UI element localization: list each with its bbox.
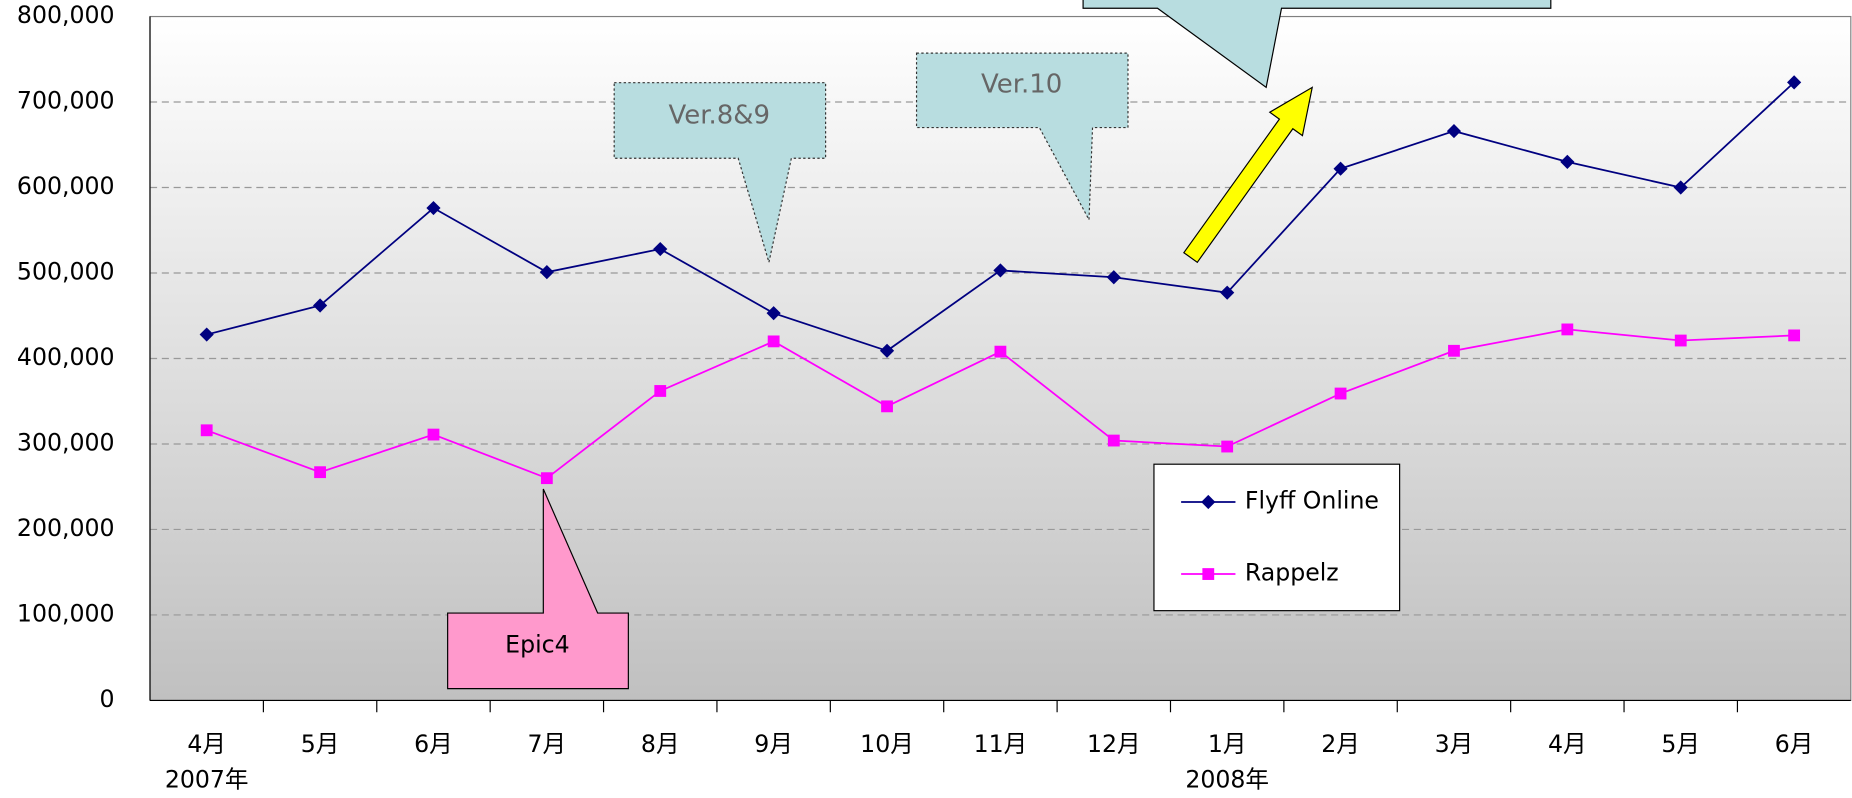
point	[1448, 344, 1460, 357]
x-tick-label: 1月	[1208, 730, 1247, 758]
point	[540, 472, 553, 485]
x-group-label: 2008年	[1185, 765, 1269, 793]
x-tick-label: 11月	[974, 730, 1028, 758]
point	[312, 298, 328, 313]
callout-text: Ver.8&9	[669, 100, 771, 130]
point	[314, 466, 326, 479]
point	[1220, 285, 1235, 300]
callout	[613, 82, 827, 263]
y-tick-label: 800,000	[17, 1, 115, 29]
point	[1788, 329, 1801, 342]
annotations: Ver.8&9 Ver.10 Epic4	[447, 0, 1552, 690]
legend-label: Flyff Online	[1245, 486, 1379, 514]
callout	[1082, 0, 1552, 89]
x-tick-label: 6月	[414, 730, 453, 758]
legend-box	[1153, 463, 1401, 612]
point	[1221, 440, 1234, 453]
point	[1673, 180, 1688, 195]
y-tick-label: 700,000	[17, 87, 115, 115]
x-tick-label: 5月	[1661, 730, 1700, 758]
x-tick-label: 2月	[1321, 730, 1360, 758]
x-tick-label: 4月	[187, 730, 226, 758]
x-tick-label: 3月	[1435, 730, 1474, 758]
point	[1201, 494, 1216, 510]
point	[426, 200, 441, 216]
point	[1560, 154, 1575, 169]
point	[653, 241, 668, 257]
point	[427, 428, 440, 441]
point	[1334, 387, 1347, 400]
point	[994, 345, 1007, 358]
y-tick-label: 600,000	[17, 172, 115, 200]
legend-label: Rappelz	[1245, 559, 1339, 587]
point	[200, 424, 213, 437]
y-tick-label: 200,000	[17, 514, 115, 542]
y-tick-label: 100,000	[17, 599, 115, 627]
x-tick-label: 9月	[754, 730, 793, 758]
y-tick-label: 300,000	[17, 428, 115, 456]
point	[1202, 568, 1215, 580]
y-tick-label: 0	[100, 685, 115, 713]
x-tick-label: 12月	[1087, 730, 1141, 758]
point	[1107, 434, 1120, 447]
y-tick-label: 500,000	[17, 257, 115, 285]
x-tick-label: 8月	[641, 730, 680, 758]
x-tick-label: 4月	[1548, 730, 1587, 758]
point	[1446, 124, 1462, 139]
callout	[915, 52, 1129, 222]
x-tick-label: 6月	[1775, 730, 1814, 758]
x-tick-label: 5月	[301, 730, 340, 758]
x-group-label: 2007年	[165, 765, 249, 793]
point	[767, 335, 780, 348]
callout-text: Ver.10	[981, 70, 1062, 100]
x-tick-label: 7月	[528, 730, 567, 758]
point	[1674, 334, 1687, 347]
y-tick-label: 400,000	[17, 343, 115, 371]
point	[1561, 323, 1574, 336]
x-tick-label: 10月	[860, 730, 914, 758]
point	[654, 385, 667, 397]
callout-text: Epic4	[505, 631, 569, 659]
point	[879, 343, 895, 358]
legend: Flyff Online Rappelz	[1153, 463, 1401, 612]
callout	[447, 488, 629, 690]
point	[881, 400, 893, 413]
point	[199, 327, 214, 342]
arrow	[1183, 86, 1314, 264]
